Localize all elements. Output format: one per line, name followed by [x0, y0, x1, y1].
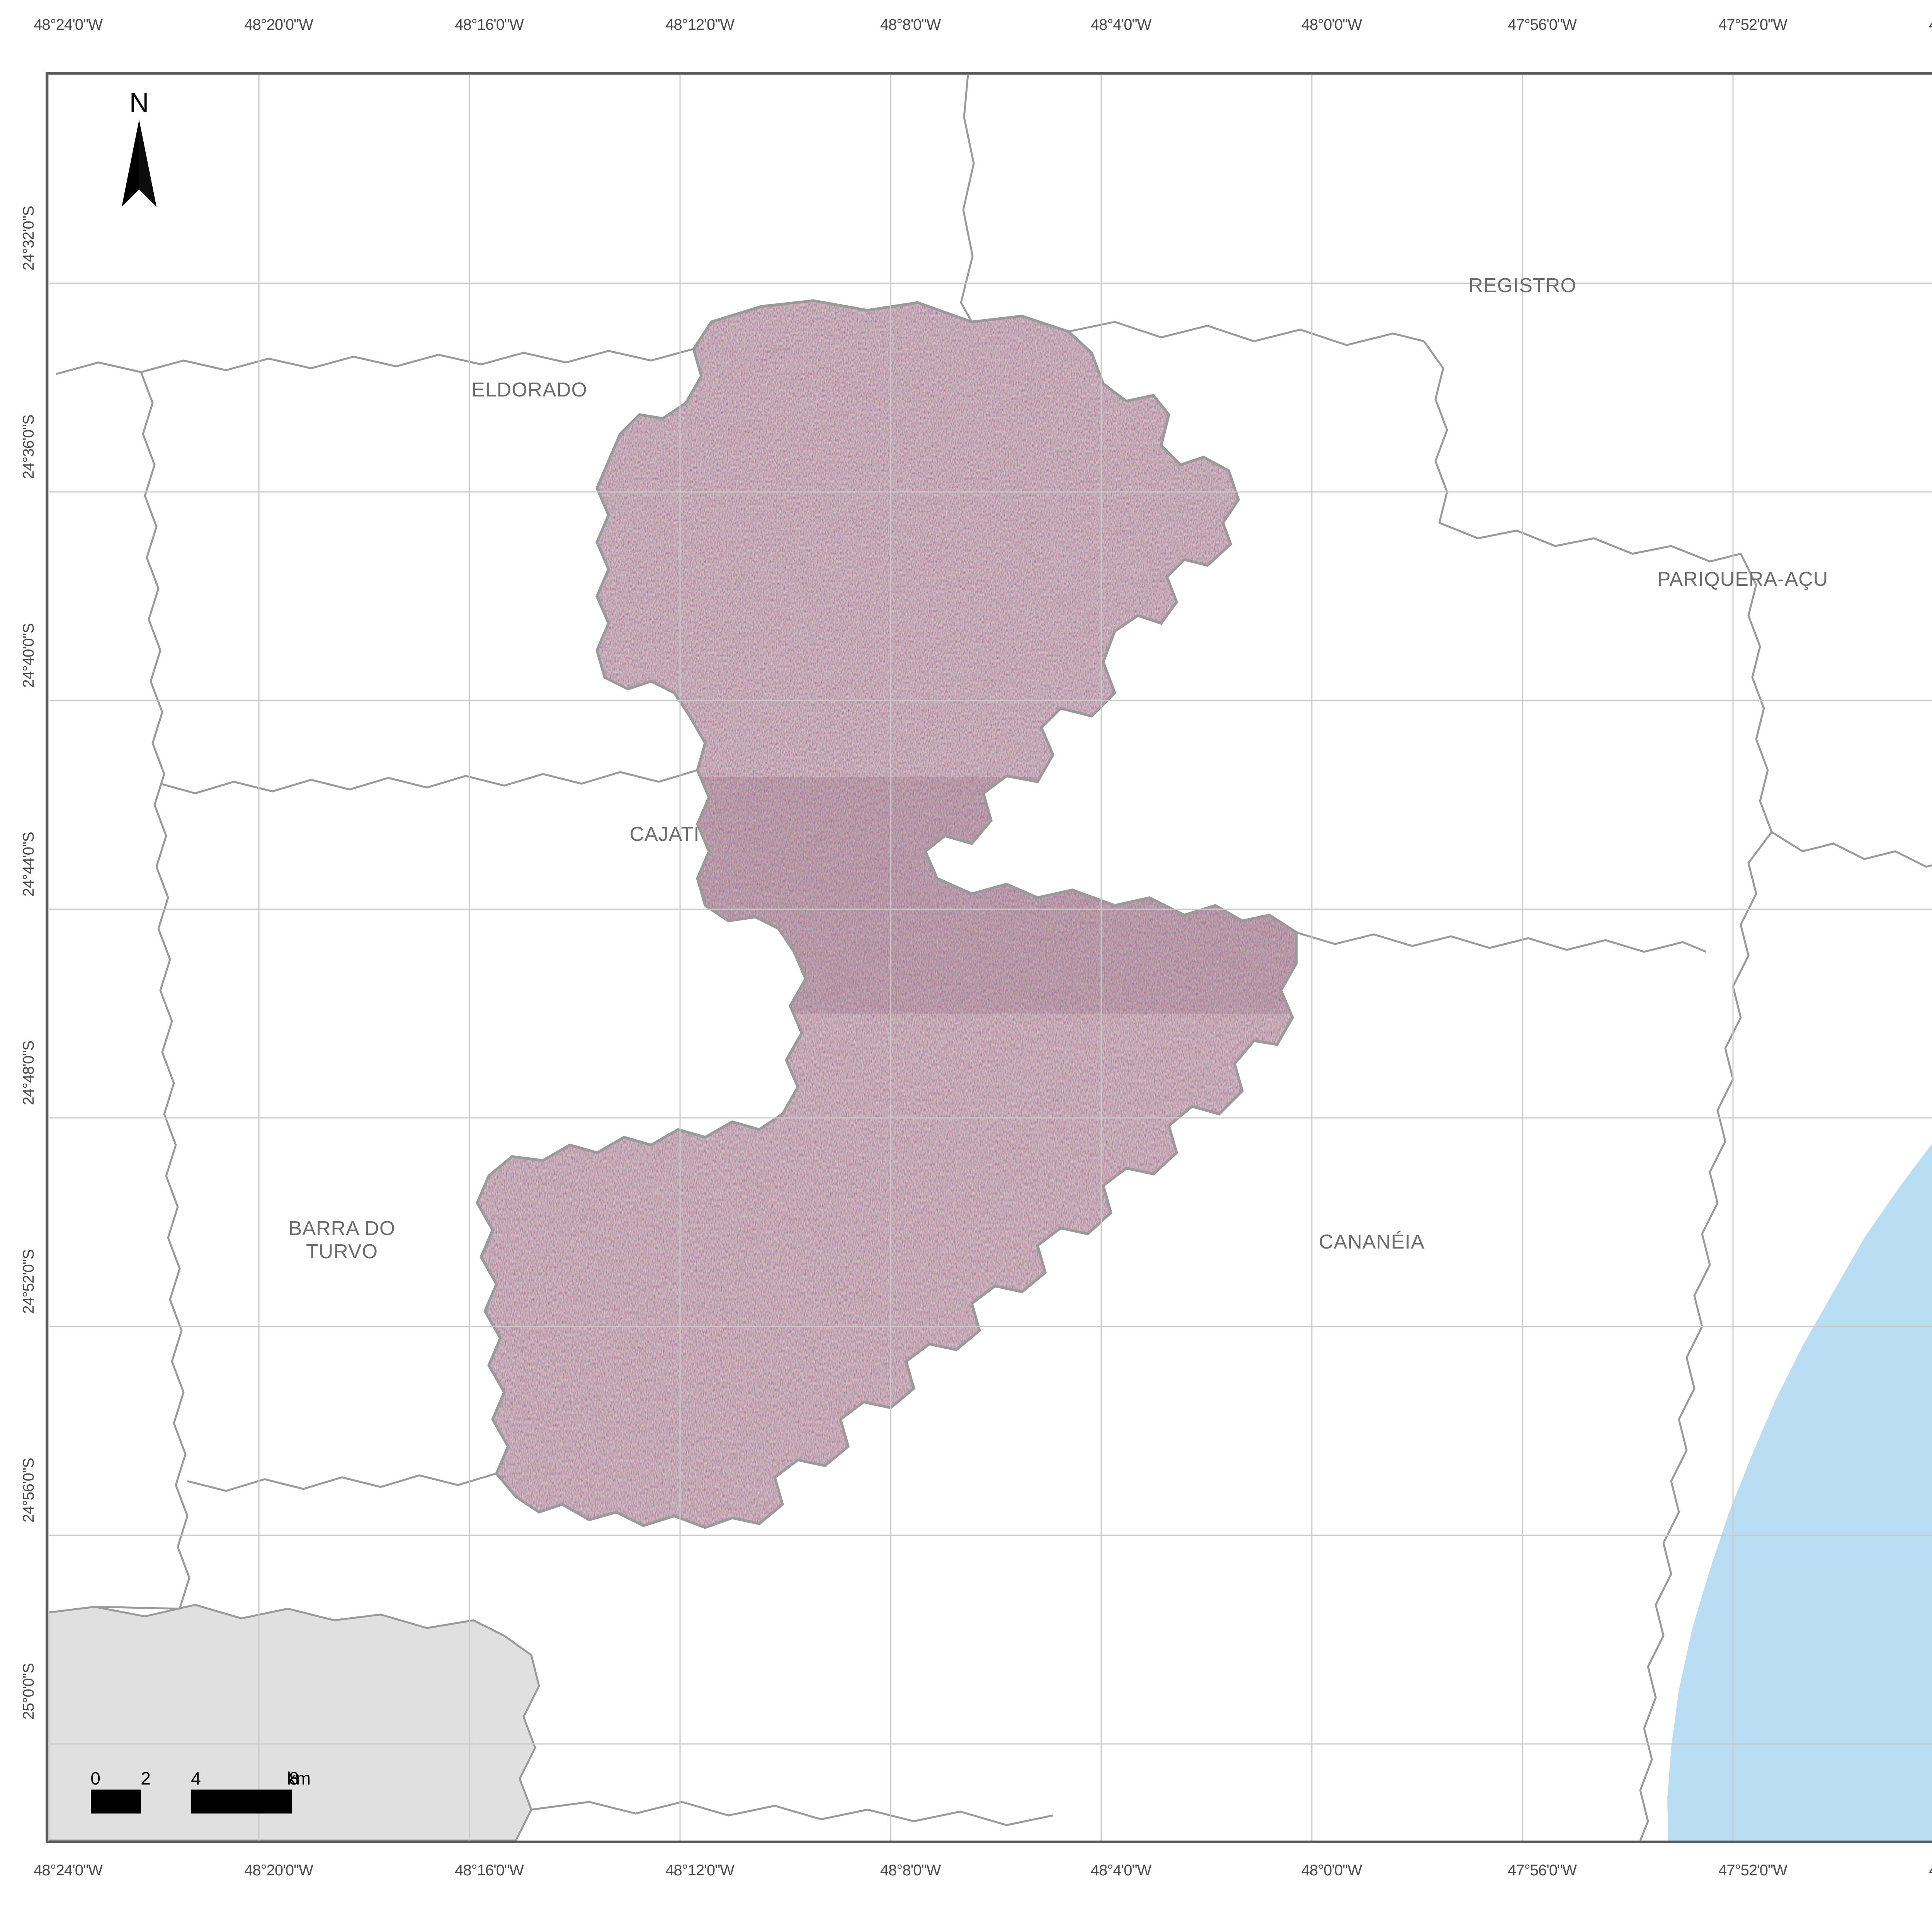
scale-bar: 0 2 4 8 km [90, 1768, 311, 1814]
scale-tick-2: 2 [141, 1768, 151, 1788]
lon-label-top-7: 47°56'0"W [1508, 16, 1577, 33]
main-map-panel[interactable]: N 0 2 4 8 km [46, 72, 1932, 1843]
lon-label-bottom-6: 48°0'0"W [1301, 1862, 1362, 1879]
lat-label-6: 24°56'0"S [20, 1458, 37, 1523]
north-arrow-glyph [122, 120, 156, 207]
lon-label-top-1: 48°20'0"W [244, 16, 313, 33]
scale-seg-3 [191, 1790, 292, 1814]
lon-label-bottom-3: 48°12'0"W [665, 1862, 735, 1879]
lon-label-top-6: 48°0'0"W [1301, 16, 1362, 33]
scale-seg-1 [91, 1790, 141, 1814]
lon-label-bottom-7: 47°56'0"W [1508, 1862, 1577, 1879]
lat-label-0: 24°32'0"S [20, 206, 37, 270]
lon-label-top-9: 47°48'0"W [1929, 16, 1932, 34]
lat-label-3: 24°44'0"S [20, 832, 37, 897]
lon-label-top-8: 47°52'0"W [1718, 16, 1787, 33]
state-area-parana [48, 1604, 540, 1841]
lon-label-top-0: 48°24'0"W [34, 16, 103, 33]
graticule [48, 75, 1932, 1841]
lat-label-5: 24°52'0"S [20, 1249, 37, 1314]
lat-label-1: 24°36'0"S [20, 415, 37, 479]
scale-tick-4: 4 [191, 1768, 201, 1788]
lat-label-4: 24°48'0"S [20, 1041, 37, 1105]
north-arrow: N [106, 87, 172, 207]
map-canvas [48, 75, 1932, 1841]
state-boundary-line [531, 1801, 1053, 1826]
lon-label-top-4: 48°8'0"W [880, 16, 941, 33]
lon-label-bottom-9: 47°48'0"W [1929, 1862, 1932, 1879]
scale-tick-8: 8 km [287, 1768, 311, 1788]
lon-label-bottom-0: 48°24'0"W [34, 1862, 103, 1879]
scale-bar-ticks: 0 2 4 8 km [90, 1768, 311, 1790]
lon-label-bottom-2: 48°16'0"W [455, 1862, 524, 1879]
scale-seg-2 [141, 1790, 191, 1814]
lon-label-top-3: 48°12'0"W [665, 16, 735, 33]
lat-label-2: 24°40'0"S [20, 623, 37, 688]
lon-label-bottom-5: 48°4'0"W [1090, 1862, 1152, 1879]
municipality-outline [476, 299, 1298, 1529]
lon-label-bottom-8: 47°52'0"W [1718, 1862, 1787, 1879]
municipal-boundaries [56, 75, 1932, 1841]
scale-tick-0: 0 [90, 1768, 100, 1788]
scale-bar-segments [91, 1790, 292, 1814]
north-arrow-label: N [129, 87, 149, 117]
lon-label-bottom-4: 48°8'0"W [880, 1862, 941, 1879]
lon-label-top-2: 48°16'0"W [455, 16, 524, 33]
lon-label-bottom-1: 48°20'0"W [244, 1862, 313, 1879]
lon-label-top-5: 48°4'0"W [1090, 16, 1152, 33]
lat-label-7: 25°0'0"S [20, 1663, 37, 1720]
